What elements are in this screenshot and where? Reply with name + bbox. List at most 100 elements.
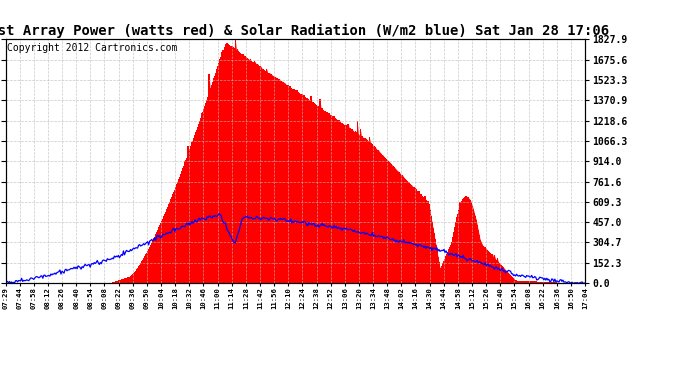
Bar	[364, 138, 365, 283]
Bar	[248, 60, 250, 283]
Bar	[204, 106, 206, 283]
Bar	[541, 282, 542, 283]
Bar	[530, 281, 531, 283]
Bar	[141, 261, 142, 283]
Bar	[512, 277, 513, 283]
Bar	[230, 46, 231, 283]
Bar	[443, 261, 445, 283]
Bar	[112, 282, 113, 283]
Bar	[376, 149, 377, 283]
Bar	[384, 157, 385, 283]
Bar	[537, 282, 538, 283]
Bar	[261, 68, 262, 283]
Bar	[328, 113, 330, 283]
Bar	[395, 168, 396, 283]
Bar	[219, 59, 221, 283]
Bar	[267, 73, 268, 283]
Bar	[342, 124, 344, 283]
Bar	[400, 174, 402, 283]
Bar	[307, 99, 308, 283]
Bar	[235, 51, 237, 283]
Bar	[538, 282, 540, 283]
Bar	[480, 240, 481, 283]
Bar	[202, 112, 204, 283]
Bar	[230, 46, 232, 283]
Bar	[275, 77, 277, 283]
Bar	[204, 109, 205, 283]
Bar	[460, 203, 462, 283]
Bar	[293, 89, 295, 283]
Bar	[368, 141, 369, 283]
Bar	[237, 50, 238, 283]
Bar	[158, 228, 159, 283]
Bar	[189, 149, 190, 283]
Bar	[319, 99, 321, 283]
Bar	[453, 232, 455, 283]
Bar	[140, 263, 141, 283]
Bar	[493, 256, 494, 283]
Bar	[142, 260, 144, 283]
Bar	[155, 234, 157, 283]
Bar	[151, 243, 152, 283]
Bar	[382, 154, 383, 283]
Bar	[245, 56, 246, 283]
Bar	[422, 196, 424, 283]
Bar	[195, 132, 197, 283]
Bar	[160, 223, 161, 283]
Bar	[121, 279, 124, 283]
Bar	[243, 54, 244, 283]
Bar	[438, 262, 440, 283]
Bar	[235, 39, 236, 283]
Bar	[285, 84, 286, 283]
Bar	[209, 91, 211, 283]
Bar	[149, 247, 150, 283]
Bar	[467, 197, 469, 283]
Bar	[531, 281, 533, 283]
Bar	[388, 161, 389, 283]
Text: Copyright 2012 Cartronics.com: Copyright 2012 Cartronics.com	[7, 43, 177, 53]
Bar	[509, 274, 511, 283]
Bar	[156, 232, 157, 283]
Bar	[482, 244, 483, 283]
Bar	[315, 105, 317, 283]
Bar	[195, 135, 196, 283]
Bar	[147, 251, 148, 283]
Bar	[555, 282, 557, 283]
Bar	[430, 216, 432, 283]
Bar	[187, 146, 189, 283]
Bar	[250, 60, 251, 283]
Bar	[206, 103, 207, 283]
Bar	[469, 199, 470, 283]
Bar	[372, 144, 373, 283]
Bar	[327, 113, 329, 283]
Bar	[425, 200, 426, 283]
Bar	[302, 96, 304, 283]
Bar	[428, 204, 430, 283]
Bar	[462, 201, 463, 283]
Bar	[339, 122, 341, 283]
Bar	[362, 136, 363, 283]
Bar	[182, 168, 184, 283]
Bar	[486, 249, 487, 283]
Bar	[466, 196, 468, 283]
Bar	[215, 76, 216, 283]
Bar	[274, 77, 275, 283]
Bar	[304, 98, 306, 283]
Bar	[303, 95, 305, 283]
Bar	[167, 207, 168, 283]
Bar	[346, 125, 347, 283]
Bar	[477, 225, 478, 283]
Bar	[402, 175, 404, 283]
Bar	[524, 281, 525, 283]
Bar	[457, 214, 459, 283]
Bar	[265, 71, 266, 283]
Bar	[329, 115, 331, 283]
Bar	[234, 48, 235, 283]
Bar	[257, 63, 258, 283]
Bar	[296, 90, 297, 283]
Bar	[429, 210, 431, 283]
Bar	[278, 79, 279, 283]
Bar	[282, 82, 284, 283]
Bar	[196, 130, 198, 283]
Bar	[350, 128, 351, 283]
